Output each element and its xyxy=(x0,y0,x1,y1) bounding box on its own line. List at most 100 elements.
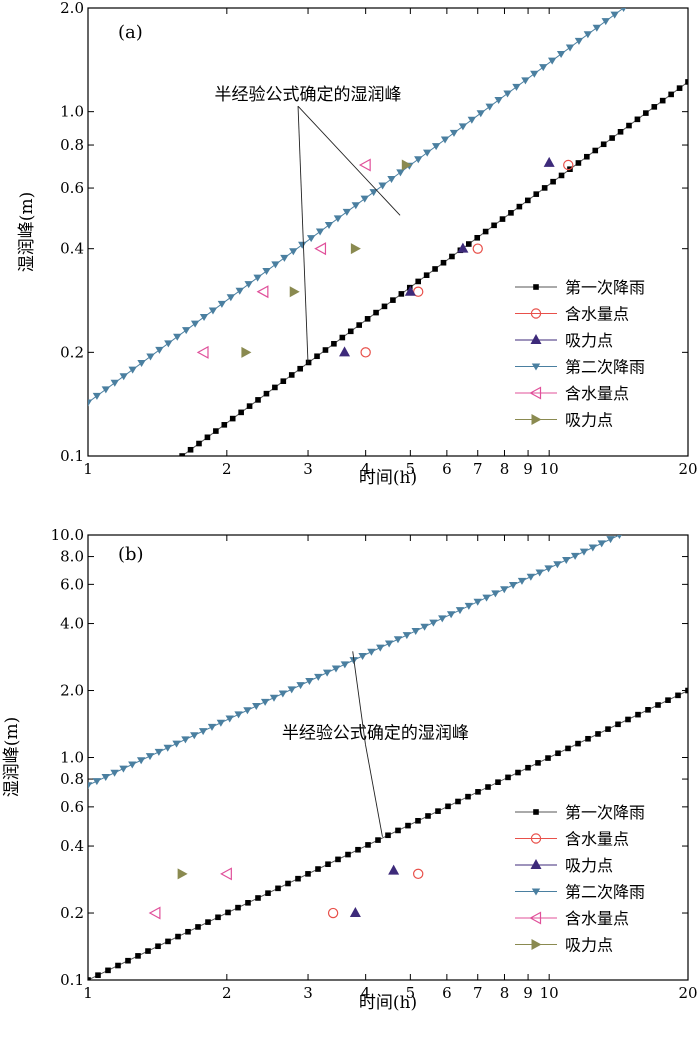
data-point xyxy=(364,316,371,322)
data-point xyxy=(325,861,331,868)
y-tick-label: 0.4 xyxy=(60,837,84,855)
data-point xyxy=(190,732,199,740)
data-point xyxy=(101,773,110,781)
data-point xyxy=(465,241,472,247)
x-tick-label: 1 xyxy=(83,984,93,1002)
data-point xyxy=(668,91,674,98)
data-point xyxy=(135,953,141,959)
data-point xyxy=(119,765,128,773)
data-point xyxy=(298,241,307,249)
data-point xyxy=(88,782,93,790)
data-point xyxy=(288,372,295,378)
data-point xyxy=(213,428,219,434)
data-point xyxy=(533,191,540,197)
data-point xyxy=(179,453,185,456)
data-point xyxy=(547,57,557,65)
data-point xyxy=(331,665,341,673)
data-point xyxy=(535,760,541,766)
y-tick-label: 0.6 xyxy=(60,798,84,816)
data-point xyxy=(381,303,388,310)
data-point xyxy=(525,764,531,771)
x-tick-label: 9 xyxy=(523,460,533,478)
data-point xyxy=(583,31,593,39)
data-point xyxy=(420,623,429,631)
y-tick-label: 10.0 xyxy=(51,526,84,544)
data-point xyxy=(500,586,509,594)
data-point xyxy=(173,333,182,341)
data-point xyxy=(384,640,394,648)
data-point xyxy=(473,598,482,606)
data-point xyxy=(645,707,651,713)
data-point xyxy=(181,736,190,744)
x-axis-label: 时间(h) xyxy=(359,993,417,1013)
data-point xyxy=(626,122,632,129)
data-point xyxy=(148,906,161,920)
data-point xyxy=(530,70,539,78)
data-point xyxy=(525,197,531,204)
data-point xyxy=(508,582,518,590)
data-point xyxy=(429,619,438,627)
data-point xyxy=(95,972,101,978)
data-point xyxy=(485,784,491,790)
data-point xyxy=(455,607,465,615)
series-2 xyxy=(360,159,574,358)
data-point xyxy=(246,403,253,409)
data-point xyxy=(327,907,339,919)
data-point xyxy=(241,346,252,358)
data-point xyxy=(600,141,607,148)
data-point xyxy=(322,347,329,353)
data-point xyxy=(295,875,301,882)
series-5 xyxy=(196,158,371,359)
data-point xyxy=(119,373,128,381)
data-point xyxy=(335,856,341,863)
data-point xyxy=(458,123,468,131)
series-6 xyxy=(177,868,188,880)
data-point xyxy=(390,297,396,303)
data-point xyxy=(92,392,102,400)
data-point xyxy=(387,175,396,183)
data-point xyxy=(305,871,311,877)
y-tick-label: 0.1 xyxy=(60,447,84,465)
annotation-text: 半经验公式确定的湿润峰 xyxy=(282,723,469,743)
data-point xyxy=(165,938,171,945)
data-point xyxy=(255,397,261,403)
data-point xyxy=(482,228,489,235)
legend-marker xyxy=(533,284,539,290)
data-point xyxy=(216,719,226,727)
data-point xyxy=(625,716,631,723)
data-point xyxy=(136,757,146,765)
data-point xyxy=(402,632,412,640)
data-point xyxy=(181,327,191,335)
legend-label: 第一次降雨 xyxy=(565,278,645,297)
x-tick-label: 6 xyxy=(442,984,452,1002)
data-point xyxy=(115,962,121,969)
data-point xyxy=(190,320,200,328)
data-point xyxy=(562,557,571,565)
x-tick-label: 9 xyxy=(523,984,533,1002)
data-point xyxy=(435,808,441,814)
data-point xyxy=(610,11,619,19)
y-tick-label: 6.0 xyxy=(60,575,84,593)
data-point xyxy=(297,365,303,372)
data-point xyxy=(339,334,346,341)
legend-label: 第一次降雨 xyxy=(565,803,645,822)
data-point xyxy=(414,156,423,164)
data-point xyxy=(605,726,611,732)
data-point xyxy=(592,147,599,154)
data-point xyxy=(515,769,521,776)
data-point xyxy=(172,740,181,748)
data-point xyxy=(491,222,497,229)
data-point xyxy=(431,143,441,151)
data-point xyxy=(438,615,447,623)
data-point xyxy=(314,673,323,681)
data-point xyxy=(221,422,228,428)
data-point xyxy=(154,748,164,756)
data-point xyxy=(385,832,391,839)
data-point xyxy=(574,37,584,45)
data-point xyxy=(655,702,661,708)
annotation-leader xyxy=(297,105,401,216)
data-point xyxy=(449,253,455,260)
x-tick-label: 3 xyxy=(303,460,313,478)
data-point xyxy=(110,379,119,387)
data-point xyxy=(550,178,556,185)
